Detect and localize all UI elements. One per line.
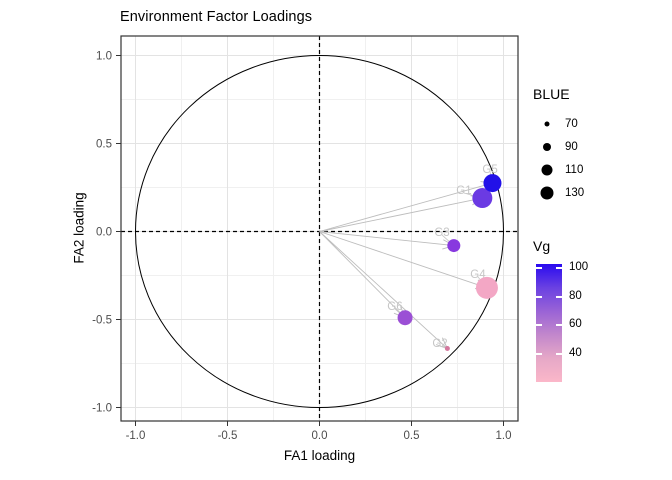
- point-label-G1: G1: [456, 185, 471, 197]
- x-tick-label: 0.5: [404, 430, 420, 442]
- vg-colorbar-wrap: 100 80 60 40: [533, 261, 653, 394]
- x-tick-label: -1.0: [126, 430, 146, 442]
- data-point-G2: [444, 346, 450, 352]
- unit-circle: [135, 55, 504, 408]
- legend-size-entry-70: 70: [533, 112, 584, 135]
- loading-arrow-G2: [319, 231, 448, 349]
- y-axis-title: FA2 loading: [71, 192, 87, 264]
- y-tick-label: 0.0: [96, 227, 112, 239]
- legend-size-label: 130: [565, 186, 585, 199]
- vg-colorbar-tick: [536, 324, 542, 327]
- point-label-G2: G2: [432, 338, 447, 350]
- y-tick-label: 1.0: [96, 51, 112, 63]
- vg-colorbar-tick: [536, 295, 542, 298]
- vg-colorbar-label: 100: [569, 261, 589, 274]
- legend-size-key-icon: [541, 164, 553, 175]
- vg-colorbar-label: 60: [569, 318, 582, 331]
- loading-arrow-G3: [319, 231, 454, 247]
- vg-colorbar-tick: [556, 352, 562, 355]
- point-label-G5: G5: [482, 164, 497, 176]
- vg-colorbar-label: 40: [569, 346, 582, 359]
- legend-size-label: 110: [565, 163, 584, 176]
- loading-arrow-G1: [319, 197, 483, 232]
- legend-size-label: 70: [565, 117, 578, 130]
- vg-colorbar-tick: [556, 324, 562, 327]
- legend-blue-title: BLUE: [533, 86, 570, 102]
- x-tick-label: 0.0: [312, 430, 328, 442]
- legend-size-entry-90: 90: [533, 135, 584, 158]
- vg-colorbar-tick: [536, 267, 542, 270]
- y-tick-label: -0.5: [92, 315, 112, 327]
- data-point-G3: [447, 239, 461, 253]
- legend-size-key-icon: [544, 121, 550, 126]
- vg-colorbar-tick: [556, 267, 562, 270]
- data-point-G1: [472, 188, 493, 209]
- y-tick-label: -1.0: [92, 403, 112, 415]
- legend-size-entry-110: 110: [533, 158, 584, 181]
- plot-title: Environment Factor Loadings: [120, 9, 313, 25]
- data-point-G5: [483, 174, 502, 193]
- data-point-G6: [397, 310, 413, 326]
- x-axis-title: FA1 loading: [283, 448, 356, 463]
- data-point-G4: [475, 276, 498, 299]
- legend-size-entry-130: 130: [533, 181, 584, 204]
- legend-blue-entries: 70 90 110 130: [533, 112, 584, 204]
- loading-arrow-G6: [319, 231, 406, 319]
- vg-colorbar-label: 80: [569, 289, 582, 302]
- point-label-G3: G3: [434, 227, 449, 239]
- y-tick-label: 0.5: [96, 139, 112, 151]
- legend-size-dot: [540, 186, 554, 199]
- legend-vg-color: Vg 100 80 60 40: [533, 238, 653, 394]
- legend-size-dot: [544, 121, 550, 126]
- legend-size-key-icon: [540, 186, 554, 199]
- x-tick-label: -0.5: [218, 430, 238, 442]
- legend-size-dot: [543, 142, 551, 151]
- vg-colorbar-gradient: [536, 264, 562, 382]
- legend-vg-title: Vg: [533, 238, 551, 254]
- legend-size-dot: [541, 164, 553, 175]
- vg-colorbar-tick: [536, 352, 542, 355]
- legend-size-label: 90: [565, 140, 578, 153]
- loading-arrow-G4: [319, 231, 488, 289]
- x-tick-label: 1.0: [496, 430, 512, 442]
- legend-size-key-icon: [543, 142, 551, 151]
- point-label-G6: G6: [387, 301, 402, 313]
- legend-blue-size: BLUE 70 90 110 130: [533, 86, 584, 204]
- loading-arrow-G5: [319, 182, 493, 232]
- vg-colorbar-tick: [556, 295, 562, 298]
